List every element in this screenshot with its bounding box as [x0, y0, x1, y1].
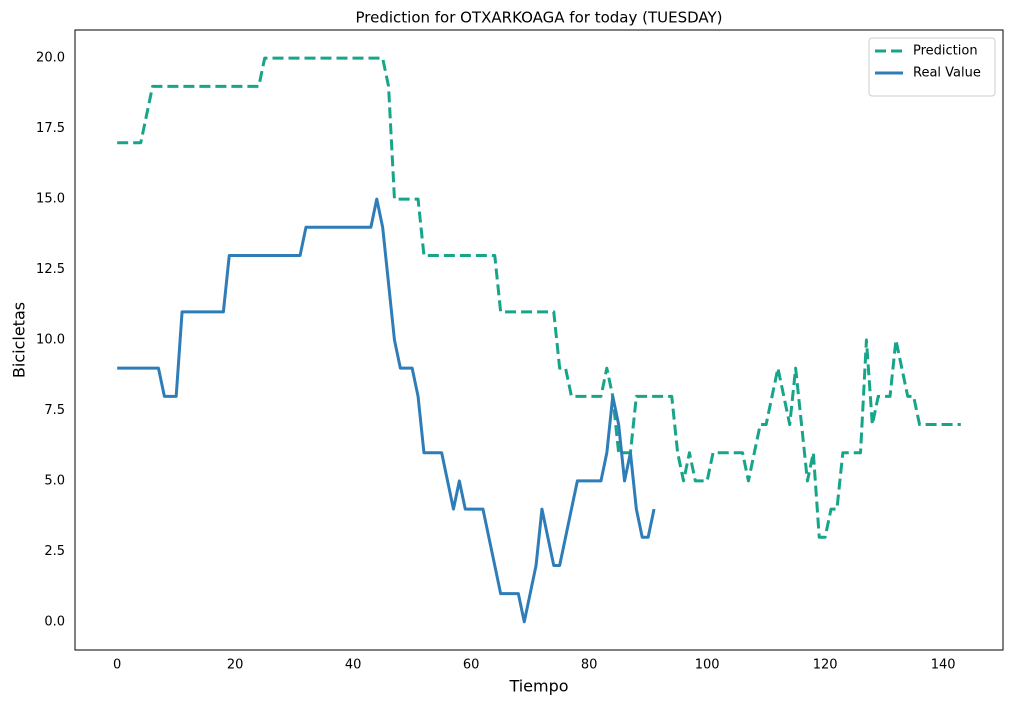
- y-tick-label: 0.0: [44, 614, 65, 629]
- x-axis-label: Tiempo: [508, 677, 568, 696]
- x-tick-label: 140: [931, 658, 956, 673]
- series-line: [117, 197, 656, 624]
- series-line: [117, 56, 961, 539]
- y-tick-label: 2.5: [44, 544, 65, 559]
- y-tick-label: 20.0: [36, 51, 65, 66]
- legend-label: Real Value: [913, 66, 981, 81]
- chart-title: Prediction for OTXARKOAGA for today (TUE…: [355, 9, 722, 27]
- y-axis-label: Bicicletas: [10, 302, 29, 378]
- y-tick-label: 5.0: [44, 473, 65, 488]
- x-tick-label: 20: [227, 658, 244, 673]
- y-tick-label: 10.0: [36, 333, 65, 348]
- x-tick-label: 100: [695, 658, 720, 673]
- x-tick-label: 40: [345, 658, 362, 673]
- x-tick-label: 120: [813, 658, 838, 673]
- y-tick-label: 15.0: [36, 192, 65, 207]
- y-tick-label: 7.5: [44, 403, 65, 418]
- plot-frame: [74, 29, 1004, 651]
- x-tick-label: 0: [113, 658, 121, 673]
- x-tick-label: 80: [581, 658, 598, 673]
- legend-label: Prediction: [913, 44, 978, 59]
- y-tick-label: 12.5: [36, 262, 65, 277]
- y-tick-label: 17.5: [36, 121, 65, 136]
- x-tick-label: 60: [463, 658, 480, 673]
